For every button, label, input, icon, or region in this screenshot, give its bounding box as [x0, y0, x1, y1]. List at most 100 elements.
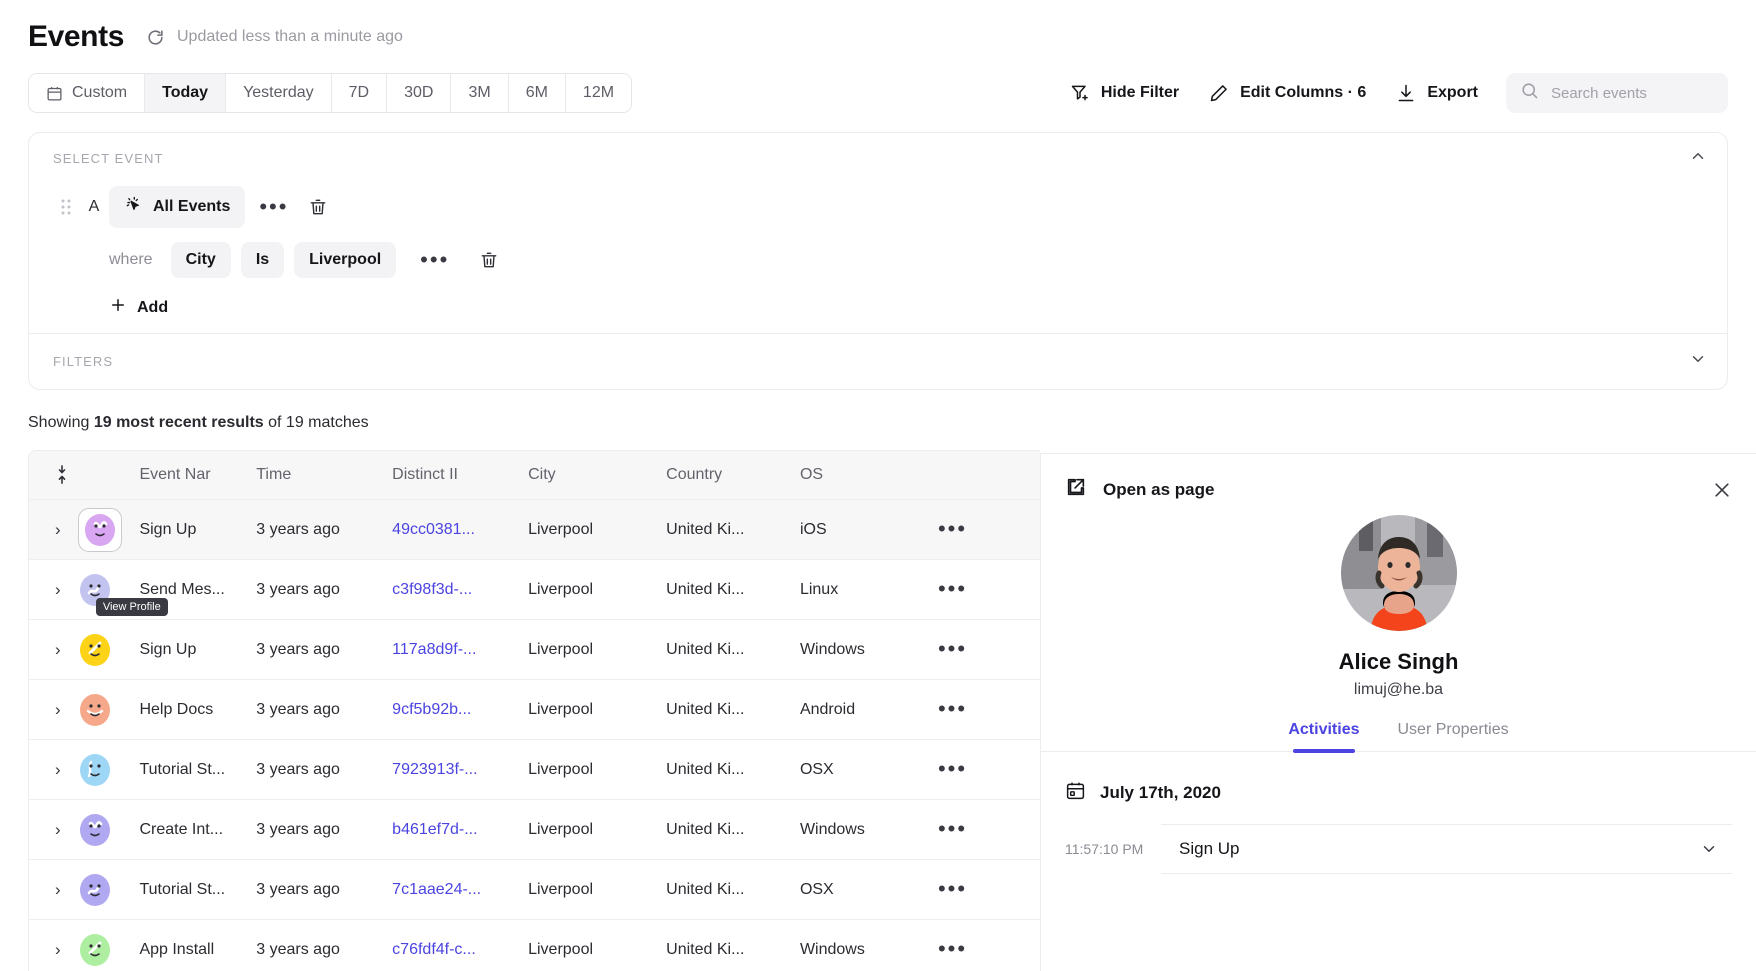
row-more-cell[interactable]: •••	[937, 559, 1040, 620]
open-as-page-button[interactable]: Open as page	[1065, 476, 1214, 503]
col-event-name[interactable]: Event Nar	[139, 466, 211, 483]
row-expand-cell[interactable]: ›	[29, 739, 78, 800]
avatar-selected-ring[interactable]	[77, 507, 122, 552]
row-distinct-id[interactable]: c76fdf4f-c...	[392, 919, 529, 971]
table-row[interactable]: › Tutorial St... 3 years ago 7c1aae24-... Li…	[29, 859, 1040, 920]
table-row[interactable]: › Create Int... 3 years ago b461ef7d-... Liv…	[29, 799, 1040, 860]
row-expand-cell[interactable]: ›	[29, 619, 78, 680]
col-distinct-id[interactable]: Distinct II	[392, 466, 458, 483]
col-os[interactable]: OS	[799, 466, 824, 483]
table-row[interactable]: › View Profile Send Mes... 3 years ago c3f98…	[29, 559, 1040, 620]
col-sort[interactable]	[29, 451, 78, 500]
table-row[interactable]: › App Install 3 years ago c76fdf4f-c... Live…	[29, 919, 1040, 971]
range-12m[interactable]: 12M	[565, 74, 632, 112]
activity-body[interactable]: Sign Up	[1161, 824, 1732, 874]
row-more-button[interactable]: •••	[937, 756, 968, 781]
export-button[interactable]: Export	[1384, 75, 1490, 111]
chevron-right-icon[interactable]: ›	[55, 879, 61, 899]
row-expand-cell[interactable]: ›	[29, 919, 78, 971]
table-row[interactable]: › Tutorial St... 3 years ago 7923913f-... Li…	[29, 739, 1040, 800]
row-distinct-id[interactable]: 117a8d9f-...	[392, 619, 529, 680]
condition-operator-chip[interactable]: Is	[240, 242, 285, 278]
add-condition-button[interactable]: Add	[53, 296, 1703, 319]
close-icon[interactable]	[1712, 480, 1732, 500]
search-input[interactable]	[1551, 84, 1714, 102]
col-time[interactable]: Time	[256, 466, 292, 483]
condition-property-chip[interactable]: City	[170, 242, 231, 278]
row-more-cell[interactable]: •••	[937, 679, 1040, 740]
row-expand-cell[interactable]: ›	[29, 499, 78, 560]
delete-event-button[interactable]	[302, 197, 334, 217]
hide-filter-button[interactable]: Hide Filter	[1058, 75, 1191, 111]
range-yesterday[interactable]: Yesterday	[226, 74, 332, 112]
chevron-right-icon[interactable]: ›	[55, 579, 61, 599]
range-7d[interactable]: 7D	[331, 74, 388, 112]
table-row[interactable]: › Help Docs 3 years ago 9cf5b92b... Liverpoo…	[29, 679, 1040, 740]
row-expand-cell[interactable]: ›	[29, 799, 78, 860]
row-more-button[interactable]: •••	[937, 636, 968, 661]
condition-value-chip[interactable]: Liverpool	[294, 242, 397, 278]
row-more-button[interactable]: •••	[937, 816, 968, 841]
chevron-down-icon[interactable]	[1700, 840, 1718, 858]
date-range-selector[interactable]: Custom Today Yesterday 7D 30D 3M 6M 12M	[28, 73, 633, 113]
all-events-chip[interactable]: All Events	[109, 186, 246, 228]
row-avatar-cell[interactable]	[77, 619, 140, 680]
chevron-right-icon[interactable]: ›	[55, 819, 61, 839]
condition-more-button[interactable]: •••	[420, 247, 450, 272]
sort-icon[interactable]	[55, 465, 78, 485]
row-more-cell[interactable]: •••	[937, 799, 1040, 860]
range-today[interactable]: Today	[145, 74, 227, 112]
range-3m[interactable]: 3M	[451, 74, 509, 112]
select-event-label: SELECT EVENT	[53, 151, 164, 166]
refresh-icon[interactable]	[146, 28, 165, 47]
row-avatar-cell[interactable]	[77, 799, 140, 860]
range-6m[interactable]: 6M	[508, 74, 566, 112]
row-more-button[interactable]: •••	[937, 936, 968, 962]
row-avatar-cell[interactable]: View Profile	[77, 559, 168, 620]
row-avatar-cell[interactable]	[77, 739, 140, 800]
row-expand-cell[interactable]: ›	[29, 679, 78, 740]
row-more-button[interactable]: •••	[937, 696, 968, 721]
row-avatar-cell[interactable]	[77, 919, 140, 971]
col-city[interactable]: City	[528, 466, 556, 483]
table-row[interactable]: › Sign Up 3 years ago 49cc0381... Liverpool U…	[29, 499, 1040, 560]
row-avatar-cell[interactable]	[77, 679, 140, 740]
chevron-right-icon[interactable]: ›	[55, 939, 61, 959]
row-distinct-id[interactable]: c3f98f3d-...	[392, 559, 529, 620]
row-more-cell[interactable]: •••	[937, 619, 1040, 680]
event-more-button[interactable]: •••	[259, 194, 289, 219]
row-more-cell[interactable]: •••	[937, 499, 1040, 560]
chevron-right-icon[interactable]: ›	[55, 699, 61, 719]
tab-activities[interactable]: Activities	[1288, 721, 1359, 751]
row-more-button[interactable]: •••	[937, 876, 968, 901]
table-row[interactable]: › Sign Up 3 years ago 117a8d9f-... Liverpool…	[29, 619, 1040, 680]
range-30d[interactable]: 30D	[387, 74, 452, 112]
row-more-button[interactable]: •••	[937, 516, 968, 541]
collapse-select-event-button[interactable]	[1689, 147, 1707, 170]
expand-filters-button[interactable]	[1689, 350, 1707, 373]
row-distinct-id[interactable]: 7c1aae24-...	[392, 859, 529, 920]
row-expand-cell[interactable]: ›	[29, 559, 78, 620]
row-distinct-id[interactable]: 7923913f-...	[392, 739, 529, 800]
row-distinct-id[interactable]: 9cf5b92b...	[392, 679, 529, 740]
row-avatar-cell[interactable]	[77, 859, 140, 920]
tab-user-properties[interactable]: User Properties	[1397, 721, 1509, 738]
col-country[interactable]: Country	[666, 466, 723, 483]
row-more-button[interactable]: •••	[937, 576, 968, 601]
row-avatar-cell[interactable]	[77, 499, 140, 560]
row-distinct-id[interactable]: b461ef7d-...	[392, 799, 529, 860]
row-distinct-id[interactable]: 49cc0381...	[392, 499, 529, 560]
chevron-right-icon[interactable]: ›	[55, 759, 61, 779]
edit-columns-button[interactable]: Edit Columns · 6	[1197, 75, 1378, 111]
range-custom[interactable]: Custom	[29, 74, 146, 112]
delete-condition-button[interactable]	[473, 250, 505, 270]
row-more-cell[interactable]: •••	[937, 859, 1040, 920]
row-more-cell[interactable]: •••	[937, 739, 1040, 800]
search-events-box[interactable]	[1506, 73, 1728, 113]
drag-handle-icon[interactable]	[53, 198, 79, 216]
chevron-right-icon[interactable]: ›	[55, 639, 61, 659]
row-expand-cell[interactable]: ›	[29, 859, 78, 920]
row-more-cell[interactable]: •••	[937, 919, 1040, 971]
col-avatar	[78, 451, 140, 500]
chevron-right-icon[interactable]: ›	[55, 519, 61, 539]
